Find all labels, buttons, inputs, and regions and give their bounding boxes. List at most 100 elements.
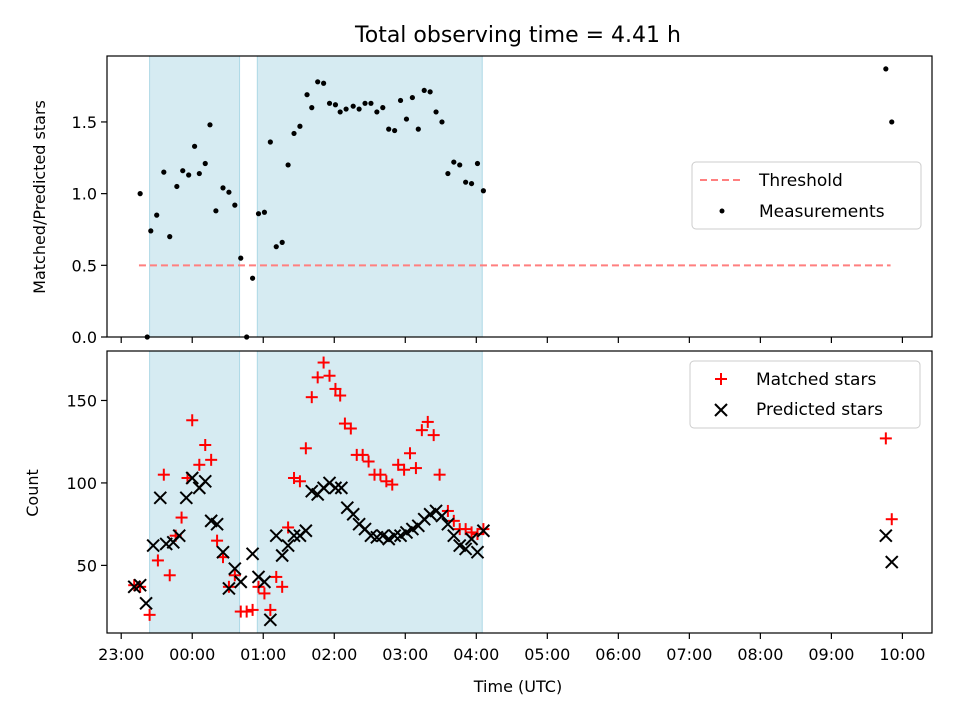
measurement-point bbox=[180, 168, 186, 174]
matched-point bbox=[386, 478, 399, 491]
predicted-point bbox=[172, 528, 186, 543]
matched-point bbox=[398, 463, 411, 476]
matched-point bbox=[404, 447, 417, 460]
matched-point bbox=[157, 468, 170, 481]
predicted-point bbox=[210, 517, 224, 531]
matched-point bbox=[885, 513, 898, 526]
matched-point bbox=[356, 448, 369, 461]
matched-point bbox=[228, 569, 241, 582]
predicted-point bbox=[287, 528, 301, 543]
matched-point bbox=[246, 603, 259, 616]
y-tick-label: 1.5 bbox=[72, 113, 97, 132]
measurement-point bbox=[337, 109, 343, 115]
x-tick-label: 23:00 bbox=[98, 645, 144, 664]
measurement-point bbox=[433, 109, 439, 115]
x-tick-label: 00:00 bbox=[169, 645, 215, 664]
bottom-panel: 50 100 150 23:00 00:00 01:00 02:00 03:00 04:00 0… bbox=[23, 350, 933, 664]
matched-point bbox=[374, 468, 387, 481]
predicted-point bbox=[222, 581, 236, 596]
predicted-point bbox=[257, 575, 272, 589]
measurement-point bbox=[368, 100, 374, 106]
y-tick-label: 150 bbox=[66, 391, 97, 410]
y-tick-label: 0.5 bbox=[72, 256, 97, 275]
x-tick-label: 03:00 bbox=[382, 645, 428, 664]
predicted-point bbox=[179, 491, 194, 505]
measurement-point bbox=[220, 185, 226, 191]
observing-window-2 bbox=[256, 350, 483, 634]
matched-point bbox=[329, 382, 342, 395]
matched-point bbox=[362, 455, 375, 468]
measurement-point bbox=[374, 109, 380, 115]
bottom-axes-frame bbox=[106, 350, 933, 634]
predicted-point bbox=[263, 613, 278, 627]
measurement-point bbox=[315, 79, 321, 85]
measurement-point bbox=[309, 105, 315, 111]
matched-point bbox=[427, 429, 440, 442]
predicted-point bbox=[470, 545, 485, 559]
measurement-point bbox=[409, 94, 415, 101]
measurement-point bbox=[445, 170, 451, 177]
measurement-point bbox=[249, 275, 256, 281]
y-tick-label: 100 bbox=[66, 474, 97, 493]
matched-point bbox=[311, 371, 324, 384]
figure-title: Total observing time = 4.41 h bbox=[354, 23, 681, 48]
matched-point bbox=[175, 511, 188, 524]
x-tick-label: 01:00 bbox=[240, 645, 286, 664]
series-measurements bbox=[137, 66, 895, 340]
matched-point bbox=[128, 579, 141, 592]
y-tick-label: 50 bbox=[77, 556, 97, 575]
measurement-point bbox=[137, 191, 143, 197]
measurement-point bbox=[468, 180, 475, 187]
matched-point bbox=[134, 580, 147, 593]
measurement-point bbox=[174, 183, 180, 190]
measurement-point bbox=[451, 159, 457, 165]
x-tick-label: 09:00 bbox=[808, 645, 854, 664]
matched-point bbox=[465, 526, 478, 539]
predicted-point bbox=[228, 561, 242, 576]
measurement-point bbox=[167, 234, 173, 240]
matched-point bbox=[193, 458, 206, 471]
predicted-point bbox=[435, 509, 449, 523]
measurement-point bbox=[392, 127, 398, 134]
measurement-point bbox=[889, 119, 895, 125]
observing-window-1 bbox=[149, 55, 241, 338]
measurement-point bbox=[362, 100, 368, 106]
legend-predicted-swatch bbox=[714, 403, 728, 417]
matched-point bbox=[421, 415, 434, 428]
matched-point bbox=[151, 554, 164, 567]
x-tick-label: 05:00 bbox=[524, 645, 570, 664]
measurement-point bbox=[161, 169, 167, 175]
matched-point bbox=[205, 453, 218, 466]
matched-point bbox=[415, 424, 428, 437]
predicted-point bbox=[447, 528, 461, 543]
predicted-point bbox=[234, 575, 248, 589]
measurement-point bbox=[332, 102, 339, 108]
predicted-point bbox=[275, 548, 289, 563]
predicted-point bbox=[458, 542, 473, 556]
measurement-point bbox=[232, 202, 238, 208]
x-tick-label: 06:00 bbox=[595, 645, 641, 664]
x-axis-label: Time (UTC) bbox=[473, 677, 562, 696]
measurement-point bbox=[350, 103, 356, 109]
measurement-point bbox=[380, 105, 386, 111]
bottom-y-axis-label: Count bbox=[23, 469, 42, 517]
measurement-point bbox=[154, 212, 160, 218]
predicted-point bbox=[879, 528, 893, 543]
observing-window-2 bbox=[256, 55, 483, 338]
predicted-point bbox=[334, 481, 349, 495]
matched-point bbox=[163, 569, 176, 582]
predicted-point bbox=[464, 532, 479, 546]
predicted-point bbox=[476, 524, 491, 538]
measurement-point bbox=[196, 170, 202, 177]
measurement-point bbox=[883, 66, 889, 72]
x-tick-label: 08:00 bbox=[737, 645, 783, 664]
measurement-point bbox=[463, 179, 469, 185]
measurement-point bbox=[386, 126, 392, 132]
predicted-point bbox=[216, 545, 230, 559]
measurement-point bbox=[255, 211, 262, 217]
measurement-point bbox=[397, 97, 404, 104]
x-tick-label: 07:00 bbox=[666, 645, 712, 664]
matched-point bbox=[344, 422, 357, 435]
x-tick-label: 02:00 bbox=[311, 645, 357, 664]
